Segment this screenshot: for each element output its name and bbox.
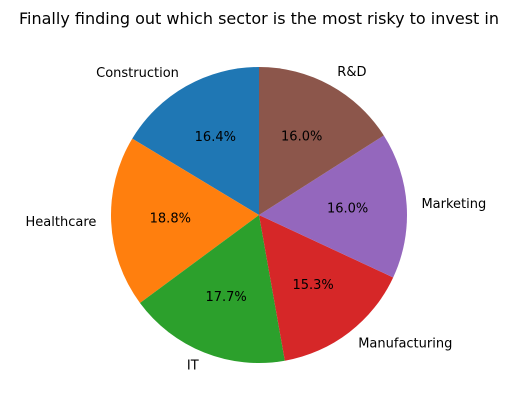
- pie-slice-r-d: [259, 67, 384, 215]
- chart-title: Finally finding out which sector is the …: [19, 9, 499, 28]
- percent-label-r-d: 16.0%: [281, 130, 322, 145]
- pie-labels: Construction 16.4% Healthcare 18.8% IT 17.7% M…: [26, 65, 487, 374]
- percent-label-healthcare: 18.8%: [150, 212, 191, 227]
- pie-slice-marketing: [259, 135, 407, 278]
- category-label-marketing: Marketing: [421, 197, 486, 212]
- pie-slice-manufacturing: [259, 215, 394, 361]
- pie-slice-it: [139, 215, 285, 363]
- category-label-r-d: R&D: [337, 65, 366, 80]
- percent-label-manufacturing: 15.3%: [292, 278, 333, 293]
- category-label-manufacturing: Manufacturing: [358, 337, 452, 352]
- percent-label-construction: 16.4%: [195, 130, 236, 145]
- percent-label-it: 17.7%: [205, 290, 246, 305]
- category-label-construction: Construction: [96, 66, 179, 81]
- percent-label-marketing: 16.0%: [327, 202, 368, 217]
- pie-slice-construction: [132, 67, 259, 215]
- pie-slices: [111, 67, 407, 363]
- category-label-healthcare: Healthcare: [26, 215, 97, 230]
- category-label-it: IT: [187, 359, 199, 374]
- pie-slice-healthcare: [111, 138, 260, 303]
